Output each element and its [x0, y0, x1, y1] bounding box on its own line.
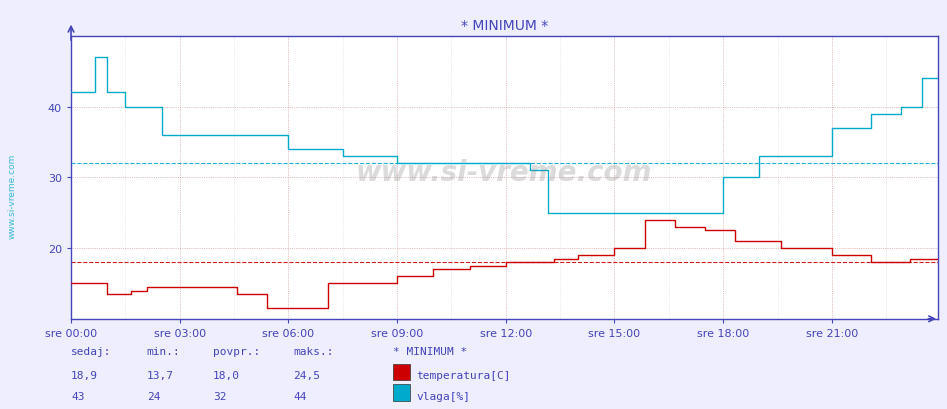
Text: 24,5: 24,5: [294, 370, 321, 380]
Text: vlaga[%]: vlaga[%]: [417, 391, 471, 401]
Text: temperatura[C]: temperatura[C]: [417, 370, 511, 380]
Text: 43: 43: [71, 391, 84, 401]
Text: 44: 44: [294, 391, 307, 401]
Text: 18,0: 18,0: [213, 370, 241, 380]
Text: www.si-vreme.com: www.si-vreme.com: [8, 154, 17, 239]
Text: * MINIMUM *: * MINIMUM *: [393, 346, 467, 356]
Text: 32: 32: [213, 391, 226, 401]
Text: 18,9: 18,9: [71, 370, 98, 380]
Text: www.si-vreme.com: www.si-vreme.com: [356, 158, 652, 186]
Text: povpr.:: povpr.:: [213, 346, 260, 356]
Text: 13,7: 13,7: [147, 370, 174, 380]
Text: maks.:: maks.:: [294, 346, 334, 356]
Text: min.:: min.:: [147, 346, 181, 356]
Text: 24: 24: [147, 391, 160, 401]
Text: sedaj:: sedaj:: [71, 346, 112, 356]
Title: * MINIMUM *: * MINIMUM *: [460, 19, 548, 33]
